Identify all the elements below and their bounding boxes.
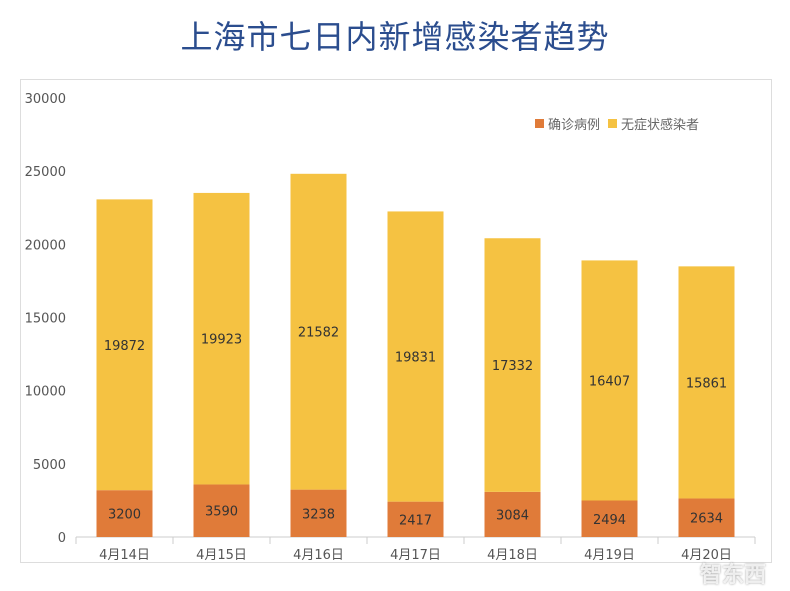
legend-swatch-asymptomatic [608,119,618,128]
bar-confirmed [290,489,347,537]
x-tick-label: 4月18日 [487,548,538,563]
y-tick-label: 0 [58,531,66,546]
bar-asymptomatic [581,260,638,501]
y-tick-label: 10000 [25,385,66,400]
x-tick-label: 4月14日 [99,548,150,563]
chart-title: 上海市七日内新增感染者趋势 [180,18,610,56]
data-label: 16407 [589,374,630,389]
x-tick-label: 4月20日 [681,548,732,563]
y-tick-label: 20000 [25,238,66,253]
data-label: 2417 [399,513,432,528]
data-label: 3590 [205,505,238,520]
legend-swatch-confirmed [535,119,544,128]
data-label: 17332 [492,359,533,374]
y-tick-label: 15000 [25,312,66,327]
x-tick-label: 4月16日 [293,548,344,563]
data-label: 15861 [686,376,727,391]
legend: 确诊病例 无症状感染者 [535,114,699,133]
y-tick-label: 30000 [25,92,66,107]
data-label: 2634 [690,512,723,527]
data-label: 19831 [395,351,436,366]
legend-label-asymptomatic: 无症状感染者 [621,118,700,133]
bar-asymptomatic [678,266,735,499]
bar-confirmed [484,491,541,537]
data-label: 3084 [496,508,529,523]
data-label: 21582 [298,326,339,341]
data-label: 3238 [302,507,335,522]
bar-confirmed [581,500,638,537]
bar-asymptomatic [193,192,250,485]
y-tick-label: 25000 [25,165,66,180]
watermark-logo: 智东西 [700,563,767,588]
legend-label-confirmed: 确诊病例 [548,118,601,133]
bar-confirmed [193,484,250,537]
bar-asymptomatic [96,199,153,491]
data-label: 2494 [593,513,626,528]
data-label: 19923 [201,333,242,348]
chart-frame [20,79,772,563]
data-label: 3200 [108,508,141,523]
bar-asymptomatic [290,173,347,490]
y-tick-label: 5000 [33,458,66,473]
bar-confirmed [96,490,153,537]
data-label: 19872 [104,339,145,354]
bar-asymptomatic [484,238,541,492]
bar-confirmed [678,498,735,537]
x-tick-label: 4月19日 [584,548,635,563]
bar-confirmed [387,501,444,537]
x-tick-label: 4月17日 [390,548,441,563]
bar-asymptomatic [387,211,444,502]
x-tick-label: 4月15日 [196,548,247,563]
